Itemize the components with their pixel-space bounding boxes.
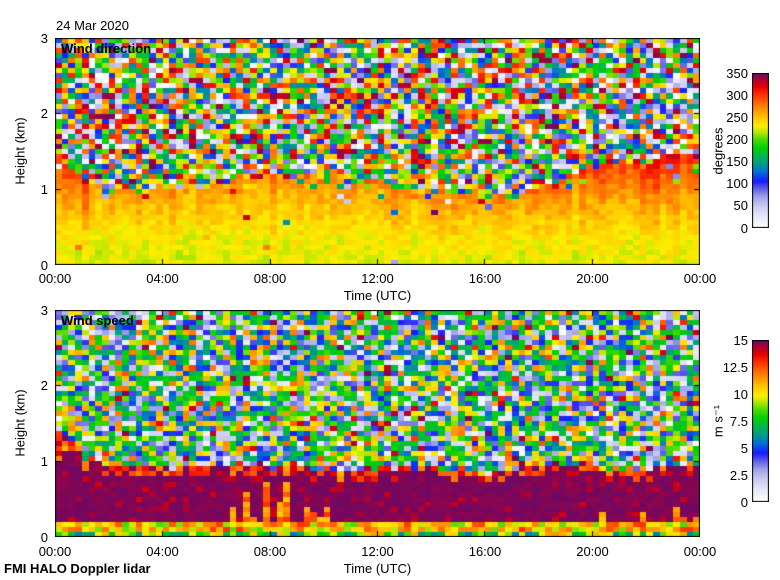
y-tick-label: 0 [40,258,48,273]
y-tick-label: 1 [40,454,48,469]
wind-speed-heatmap [55,310,700,537]
x-tick-label: 00:00 [683,271,717,286]
colorbar-tick-label: 2.5 [729,468,748,483]
panel-label-wind-speed: Wind speed [61,313,134,328]
footer-instrument-label: FMI HALO Doppler lidar [4,561,151,576]
x-tick-label: 08:00 [253,271,287,286]
colorbar-degrees [752,73,769,228]
x-axis-label-top: Time (UTC) [343,288,412,303]
y-axis-label-bottom: Height (km) [12,389,28,457]
x-tick-label: 04:00 [146,544,179,559]
colorbar-tick-label: 7.5 [729,414,748,429]
colorbar-tick-label: 0 [740,495,748,510]
wind-direction-heatmap [55,38,700,265]
colorbar-ms [752,340,769,502]
y-axis-label-top: Height (km) [12,117,28,185]
colorbar-tick-label: 200 [726,132,748,147]
x-tick-label: 16:00 [468,544,502,559]
panel-label-wind-direction: Wind direction [61,41,152,56]
x-tick-label: 20:00 [576,544,609,559]
colorbar-tick-label: 0 [740,221,748,236]
colorbar-tick-label: 350 [726,66,748,81]
colorbar-tick-label: 15 [733,333,748,348]
x-axis-label-bottom: Time (UTC) [343,561,412,576]
x-tick-label: 12:00 [361,271,394,286]
colorbar-tick-label: 50 [733,198,748,213]
y-tick-label: 2 [40,378,48,393]
colorbar-tick-label: 250 [726,110,748,125]
x-tick-label: 16:00 [468,271,502,286]
y-tick-label: 1 [40,182,48,197]
y-tick-label: 3 [40,303,48,318]
x-tick-label: 04:00 [146,271,179,286]
colorbar-tick-label: 300 [726,88,748,103]
y-tick-label: 0 [40,530,48,545]
colorbar-tick-label: 100 [726,176,748,191]
colorbar-tick-label: 12.5 [722,360,748,375]
x-tick-label: 00:00 [38,544,72,559]
x-tick-label: 08:00 [253,544,287,559]
colorbar-tick-label: 5 [740,441,748,456]
x-tick-label: 12:00 [361,544,394,559]
y-tick-label: 2 [40,106,48,121]
x-tick-label: 00:00 [683,544,717,559]
x-tick-label: 00:00 [38,271,72,286]
date-title: 24 Mar 2020 [56,18,129,33]
x-tick-label: 20:00 [576,271,609,286]
colorbar-tick-label: 150 [726,154,748,169]
y-tick-label: 3 [40,31,48,46]
colorbar-tick-label: 10 [733,387,748,402]
